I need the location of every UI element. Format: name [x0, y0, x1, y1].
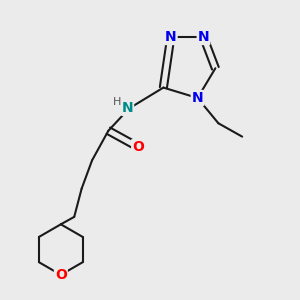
- Text: N: N: [198, 30, 209, 44]
- Text: N: N: [192, 91, 203, 105]
- Text: O: O: [132, 140, 144, 154]
- Text: H: H: [112, 97, 121, 107]
- Text: N: N: [122, 101, 134, 116]
- Text: N: N: [165, 30, 177, 44]
- Text: O: O: [55, 268, 67, 282]
